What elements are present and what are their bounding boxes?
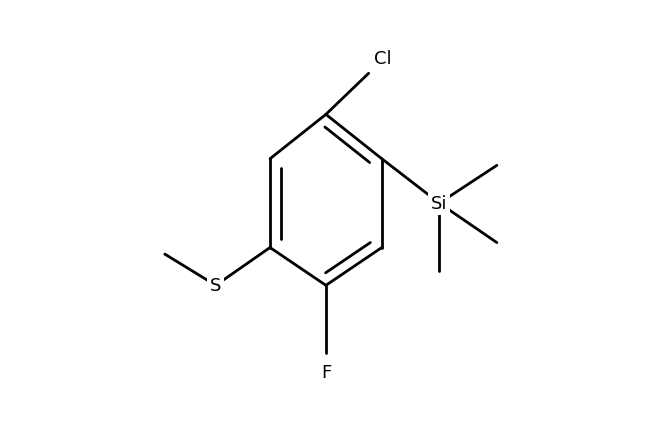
- Text: S: S: [210, 276, 222, 295]
- Text: Cl: Cl: [373, 49, 391, 67]
- Text: F: F: [321, 363, 331, 381]
- Text: Si: Si: [431, 195, 448, 213]
